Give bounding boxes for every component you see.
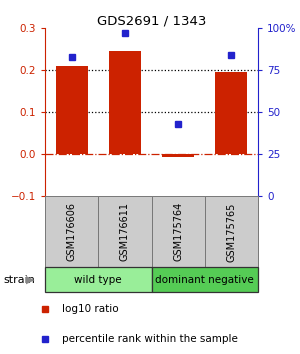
Bar [152,196,205,267]
Text: log10 ratio: log10 ratio [61,304,118,314]
Bar [205,196,258,267]
Text: GSM176611: GSM176611 [120,202,130,261]
Bar [56,66,88,154]
Text: GSM175764: GSM175764 [173,202,183,262]
Bar [215,73,247,154]
Text: ▶: ▶ [26,275,34,285]
Text: percentile rank within the sample: percentile rank within the sample [61,333,238,343]
Text: dominant negative: dominant negative [155,275,254,285]
Bar [162,154,194,156]
Text: GSM175765: GSM175765 [226,202,236,262]
Bar [45,267,152,292]
Text: wild type: wild type [74,275,122,285]
Bar [98,196,152,267]
Title: GDS2691 / 1343: GDS2691 / 1343 [97,14,206,27]
Text: strain: strain [3,275,35,285]
Bar [109,51,141,154]
Text: GSM176606: GSM176606 [67,202,76,261]
Bar [152,267,258,292]
Bar [45,196,98,267]
